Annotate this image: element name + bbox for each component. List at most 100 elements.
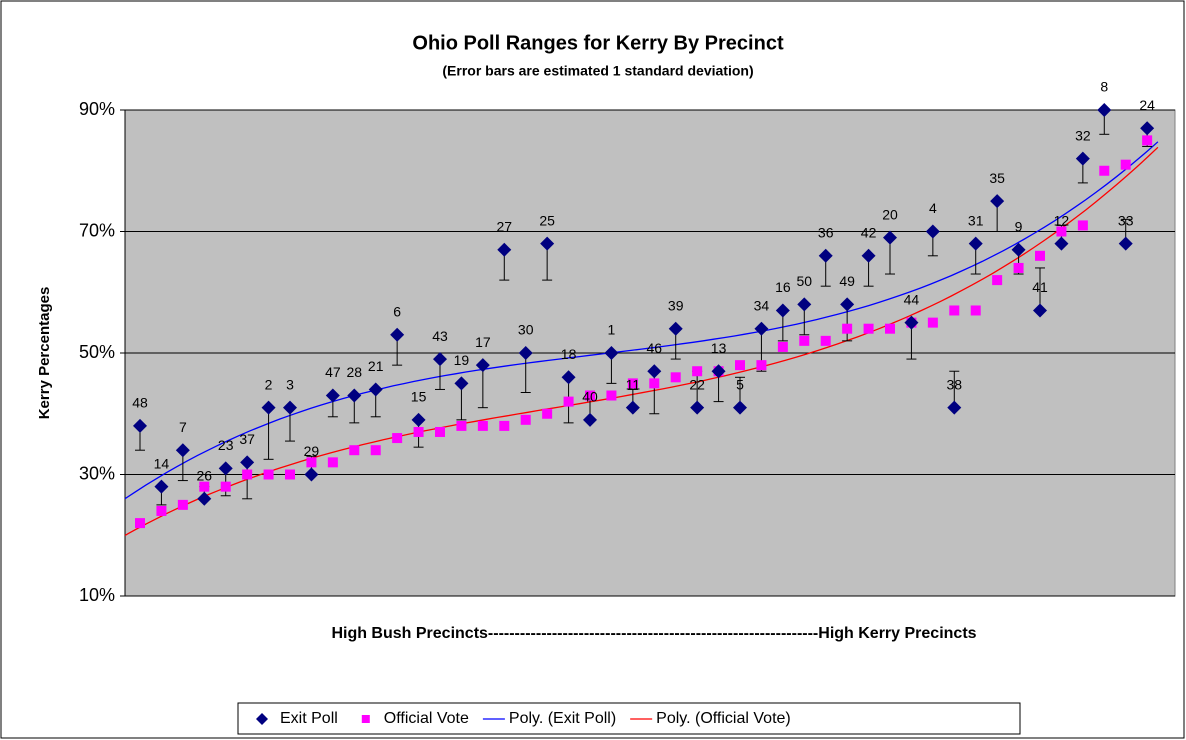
legend-label: Poly. (Official Vote) [656,710,791,727]
data-label: 22 [689,376,705,392]
official-marker [606,390,617,401]
exit-marker [133,418,147,433]
data-label: 46 [646,340,662,356]
exit-marker [561,370,576,385]
data-label: 30 [518,322,534,338]
exit-marker [347,388,362,403]
data-label: 17 [475,334,491,350]
exit-marker [1118,236,1133,251]
data-label: 18 [561,346,577,362]
data-label: 48 [132,395,148,411]
exit-marker [390,327,405,342]
data-label: 49 [839,273,855,289]
official-marker [799,335,810,346]
exit-marker [583,412,597,427]
official-marker [756,360,767,371]
exit-marker [1140,121,1155,136]
data-label: 32 [1075,127,1091,143]
data-label: 9 [1015,218,1023,234]
exit-marker [861,248,876,263]
exit-marker [218,461,233,476]
exit-marker [604,346,619,360]
official-marker [1077,220,1088,231]
data-label: 29 [304,443,320,459]
official-marker [542,408,553,419]
data-label: 2 [265,376,273,392]
data-label: 42 [861,225,877,241]
exit-marker [197,491,212,506]
data-label: 11 [626,376,641,392]
data-label: 43 [432,328,448,344]
data-label: 33 [1118,212,1134,228]
legend-box [237,702,1021,735]
exit-marker [433,352,447,367]
legend-label: Exit Poll [280,710,338,727]
data-label: 35 [989,170,1005,186]
data-label: 27 [496,218,512,234]
official-marker [842,323,853,334]
data-label: 41 [1032,279,1048,295]
official-marker [670,372,681,383]
exit-marker [818,248,833,263]
y-tick-label: 30% [79,463,115,483]
data-label: 40 [582,389,598,405]
official-marker [242,469,253,480]
exit-marker [925,224,940,239]
data-label: 5 [736,376,744,392]
exit-marker [775,303,790,318]
data-label: 6 [393,303,401,319]
data-label: 47 [325,364,341,380]
y-tick-label: 70% [79,220,115,240]
trendline [124,146,1159,536]
official-marker [1142,135,1153,146]
official-marker [820,335,831,346]
y-tick-label: 10% [79,585,115,605]
exit-marker [754,321,769,336]
official-marker [392,433,403,444]
data-label: 31 [968,212,984,228]
official-marker [949,305,960,316]
data-label: 14 [154,455,170,471]
exit-marker [540,236,555,251]
official-marker [1099,165,1110,176]
data-label: 3 [286,376,294,392]
data-label: 25 [539,212,555,228]
official-marker [370,445,381,456]
exit-marker [475,358,490,373]
exit-marker [1097,103,1112,117]
official-marker [263,469,274,480]
official-marker [649,378,660,389]
exit-marker [1054,236,1069,251]
official-marker [327,457,338,468]
y-tick-label: 90% [79,99,115,119]
data-label: 19 [454,352,470,368]
data-label: 26 [196,468,212,484]
official-marker [456,420,467,431]
data-label: 16 [775,279,791,295]
exit-marker [175,443,190,458]
chart-title: Ohio Poll Ranges for Kerry By Precinct [412,32,784,54]
official-marker [349,445,360,456]
data-label: 1 [608,322,616,338]
data-label: 15 [411,389,427,405]
data-label: 36 [818,225,834,241]
official-marker [285,469,295,480]
official-marker [199,481,210,492]
exit-marker [840,297,855,312]
data-label: 8 [1100,79,1108,95]
exit-marker [411,412,426,427]
official-marker [1035,250,1045,261]
official-marker [156,505,167,516]
data-label: 4 [929,200,937,216]
official-marker [1120,159,1131,170]
data-label: 34 [754,297,770,313]
official-marker [992,275,1003,286]
exit-marker [1033,303,1047,318]
official-marker [885,323,895,334]
data-label: 21 [368,358,384,374]
chart-subtitle: (Error bars are estimated 1 standard dev… [442,63,753,79]
exit-marker [904,315,919,330]
exit-marker [625,400,640,415]
exit-marker [883,230,897,245]
